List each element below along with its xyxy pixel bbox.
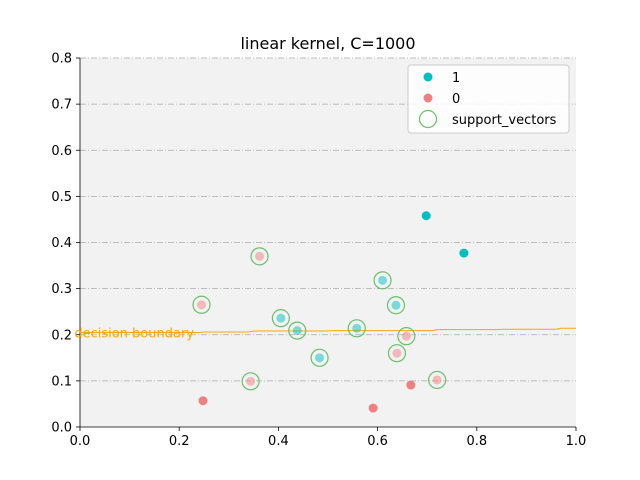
chart-title: linear kernel, C=1000 (240, 34, 415, 53)
legend: 1 0 support_vectors (407, 64, 570, 134)
legend-entry-class-1-marker (423, 72, 433, 82)
grid (80, 57, 576, 382)
data-point-class-0 (197, 300, 207, 310)
x-tick-label: 0.6 (367, 434, 388, 449)
y-tick-label: 0.1 (51, 374, 72, 389)
support-vector-marker (192, 295, 211, 314)
data-point-class-1 (276, 313, 286, 323)
data-point-class-1 (352, 323, 362, 333)
x-tick-label: 0.2 (169, 434, 190, 449)
x-tick-label: 1.0 (566, 434, 587, 449)
legend-entry-support-vectors-marker (418, 109, 438, 129)
data-points (197, 211, 469, 413)
y-tick-label: 0.0 (51, 421, 72, 436)
decision-boundary-group: decision boundary (74, 326, 576, 341)
support-vector-marker (386, 296, 406, 315)
data-point-class-0 (432, 375, 442, 385)
y-tick-label: 0.8 (51, 52, 72, 67)
data-point-class-1 (421, 211, 431, 221)
legend-entry-class-1-label: 1 (452, 71, 460, 86)
support-vector-marker (288, 321, 307, 340)
y-tick-label: 0.3 (51, 282, 72, 297)
support-vector-marker (428, 370, 447, 390)
decision-boundary-label: decision boundary (74, 326, 194, 341)
support-vector-marker (397, 327, 416, 346)
y-tick-label: 0.6 (51, 144, 72, 159)
y-tick-label: 0.7 (51, 98, 72, 113)
y-tick-label: 0.4 (51, 236, 72, 251)
y-tick-label: 0.2 (51, 328, 72, 343)
support-vector-marker (250, 247, 269, 266)
data-point-class-0 (246, 376, 256, 386)
x-tick-label: 0.8 (466, 434, 487, 449)
legend-box (407, 64, 570, 134)
support-vector-marker (387, 344, 407, 363)
data-point-class-0 (392, 348, 402, 358)
support-vector-marker (241, 372, 260, 391)
x-tick-label: 0.4 (268, 434, 289, 449)
data-point-class-0 (406, 380, 416, 390)
data-point-class-0 (401, 331, 411, 341)
support-vector-marker (373, 271, 392, 290)
decision-boundary-line (80, 327, 576, 333)
legend-entry-class-0-label: 0 (452, 92, 460, 107)
support-vector-markers (192, 247, 447, 391)
support-vector-marker (271, 309, 290, 328)
data-point-class-0 (255, 251, 265, 261)
y-tick-label: 0.5 (51, 190, 72, 205)
data-point-class-1 (292, 326, 302, 336)
legend-entry-support-vectors-label: support_vectors (452, 113, 557, 128)
support-vector-marker (310, 348, 329, 367)
legend-entry-class-0-marker (423, 93, 433, 103)
data-point-class-0 (368, 403, 378, 413)
axes: 0.0 0.1 0.2 0.3 0.4 0.5 0.6 0.7 0.8 0.0 0.2 0.4 0.6 0… (51, 52, 586, 450)
support-vector-marker (347, 319, 366, 338)
x-tick-label: 0.0 (70, 434, 91, 449)
data-point-class-1 (459, 248, 469, 258)
data-point-class-1 (378, 275, 388, 285)
data-point-class-0 (198, 396, 208, 406)
data-point-class-1 (391, 300, 401, 310)
data-point-class-1 (315, 353, 325, 363)
